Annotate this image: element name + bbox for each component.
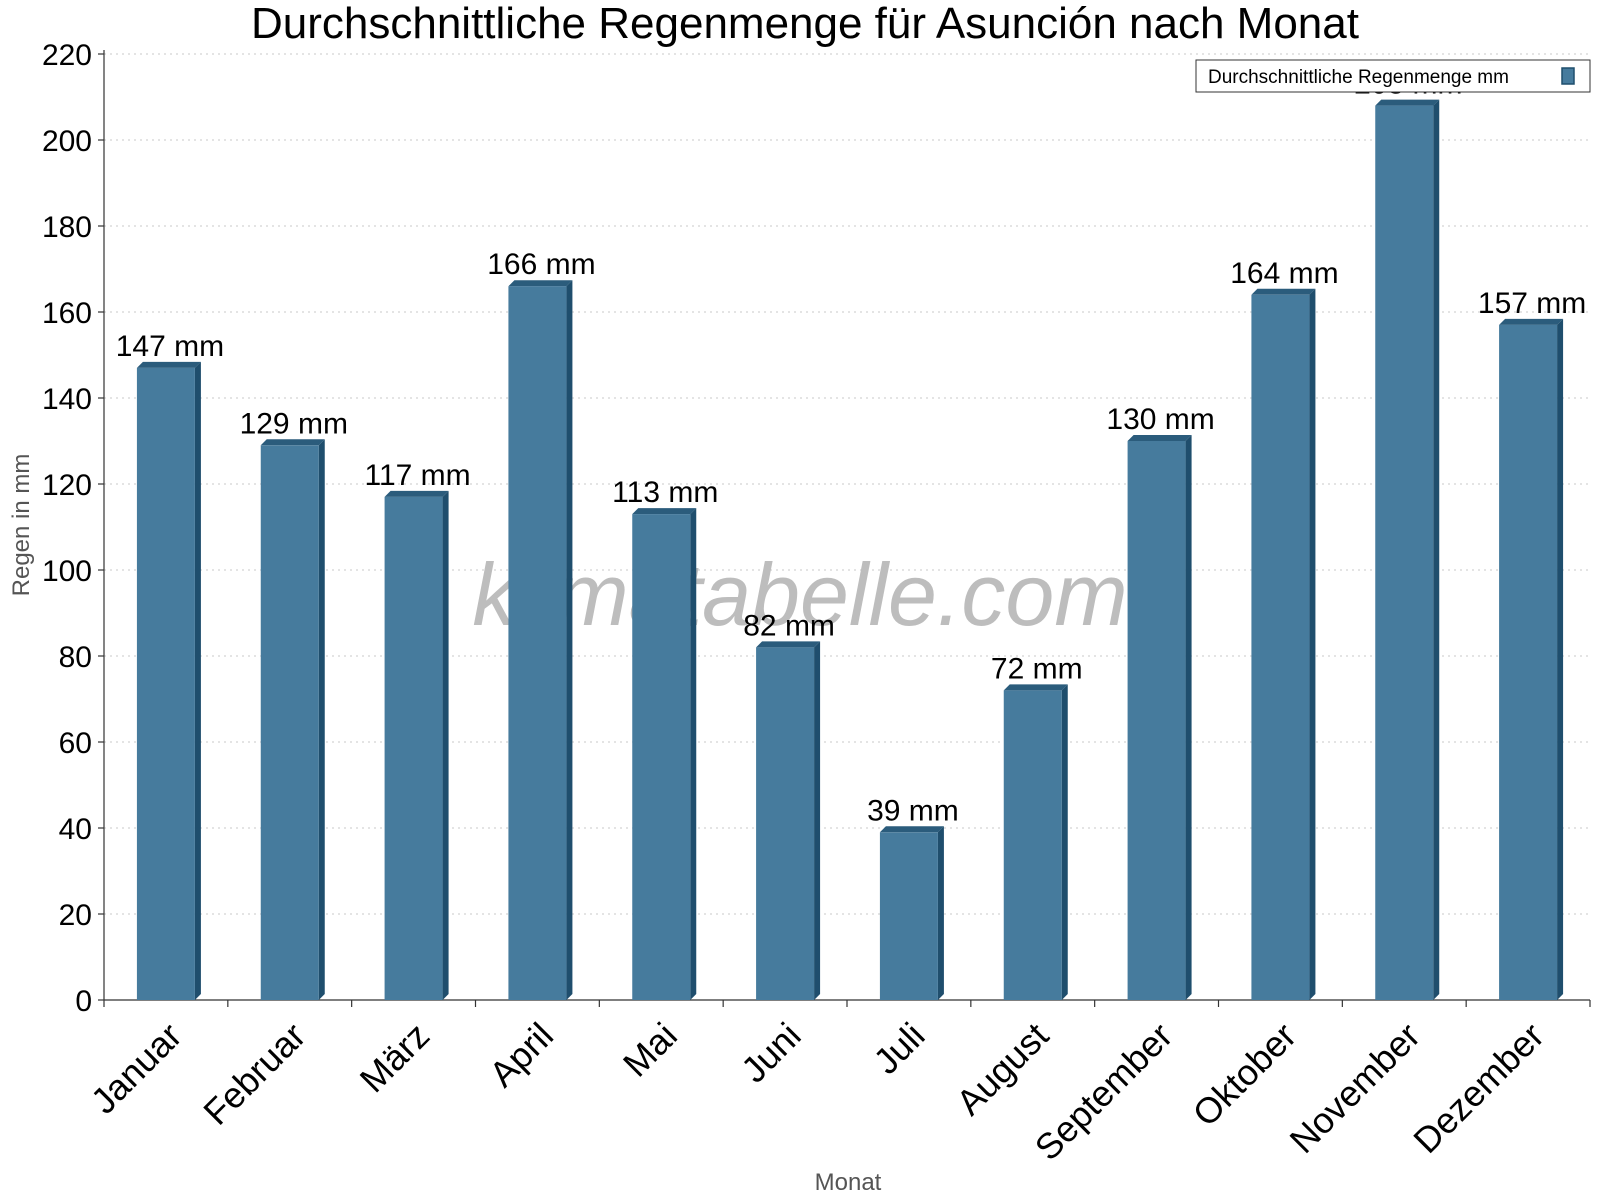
x-tick-label: April — [481, 1015, 561, 1095]
data-label: 129 mm — [240, 407, 348, 440]
bar — [1251, 294, 1310, 1000]
data-label: 82 mm — [743, 609, 835, 642]
legend-box — [1195, 59, 1591, 93]
x-axis-label: Monat — [815, 1169, 882, 1196]
bar-top — [260, 439, 325, 446]
y-tick-label: 60 — [59, 727, 92, 760]
grid-lines — [104, 53, 1590, 915]
bar-side — [690, 508, 697, 1000]
bar-top — [879, 826, 944, 833]
bar-top — [1127, 435, 1192, 441]
chart-title: Durchschnittliche Regenmenge für Asunció… — [251, 0, 1359, 48]
y-tick-label: 140 — [42, 383, 92, 416]
bar-side — [318, 439, 325, 1000]
bar — [1127, 441, 1186, 1000]
bar-side — [194, 361, 201, 1000]
y-tick-label: 160 — [42, 297, 92, 330]
x-tick-label: Juli — [865, 1015, 932, 1082]
bar-top — [1375, 99, 1440, 106]
bar-top — [1251, 288, 1316, 295]
bar — [260, 445, 319, 1000]
y-tick-label: 120 — [42, 469, 92, 502]
bar — [756, 647, 815, 1000]
bar-side — [1185, 435, 1192, 1000]
y-axis-label: Regen in mm — [8, 454, 35, 597]
bar-top — [632, 508, 697, 515]
watermark: klimatabelle.com — [472, 545, 1127, 644]
bar — [879, 832, 938, 1000]
bar — [1499, 324, 1558, 1000]
data-label: 39 mm — [867, 794, 959, 827]
y-tick-label: 20 — [59, 899, 92, 932]
y-tick-label: 40 — [59, 813, 92, 846]
bar — [1003, 690, 1062, 1000]
data-labels: 147 mm 129 mm 117 mm 166 mm 113 mm 82 mm 39 mm… — [116, 68, 1587, 828]
bar-top — [384, 490, 449, 497]
bar-top — [136, 361, 201, 368]
bar — [384, 496, 443, 1000]
x-tick-label: Oktober — [1185, 1015, 1305, 1135]
bars — [136, 99, 1564, 1001]
bar-top — [756, 641, 821, 648]
x-tick-label: November — [1281, 1015, 1427, 1161]
data-label: 113 mm — [612, 476, 718, 509]
bar-top — [1003, 684, 1068, 691]
bar-side — [1557, 318, 1564, 1000]
bar — [1375, 105, 1434, 1001]
legend-label: Durchschnittliche Regenmenge mm — [1208, 67, 1509, 88]
x-tick-label: Dezember — [1405, 1015, 1551, 1161]
data-label: 164 mm — [1230, 257, 1338, 290]
legend-swatch — [1561, 67, 1575, 85]
y-tick-label: 100 — [42, 555, 92, 588]
x-tick-label: August — [948, 1015, 1056, 1123]
x-axis-ticks: Januar Februar März April Mai Juni Juli AugustS… — [83, 1015, 1552, 1169]
data-label: 157 mm — [1478, 287, 1586, 320]
bar-side — [566, 280, 573, 1000]
x-tick-label: Juni — [733, 1015, 809, 1091]
legend: Durchschnittliche Regenmenge mm — [1195, 59, 1591, 93]
data-label: 166 mm — [487, 248, 595, 281]
bar — [508, 286, 567, 1000]
axes — [103, 50, 1591, 1007]
bar — [136, 367, 195, 1000]
bar-side — [937, 826, 944, 1000]
x-tick-label: Januar — [83, 1015, 190, 1122]
y-tick-label: 200 — [42, 125, 92, 158]
bar-side — [1309, 288, 1316, 1000]
y-axis-ticks: 0 20 40 60 80 100 120 140 160 180 200 220 — [42, 39, 104, 1018]
bar-side — [1061, 684, 1068, 1000]
x-tick-label: Mai — [615, 1015, 685, 1085]
bar-side — [1433, 99, 1440, 1001]
data-label: 117 mm — [365, 459, 471, 492]
data-label: 130 mm — [1106, 403, 1214, 436]
data-label: 147 mm — [116, 330, 224, 363]
y-tick-label: 0 — [75, 985, 92, 1018]
y-tick-label: 180 — [42, 211, 92, 244]
y-tick-label: 80 — [59, 641, 92, 674]
bar-top — [508, 280, 573, 287]
bar-side — [442, 490, 449, 1000]
bar — [632, 514, 691, 1000]
bar-top — [1499, 318, 1564, 325]
data-label: 72 mm — [991, 652, 1083, 685]
x-tick-label: März — [352, 1015, 438, 1101]
y-tick-label: 220 — [42, 39, 92, 72]
x-tick-label: Februar — [195, 1015, 313, 1133]
bar-side — [814, 641, 821, 1000]
